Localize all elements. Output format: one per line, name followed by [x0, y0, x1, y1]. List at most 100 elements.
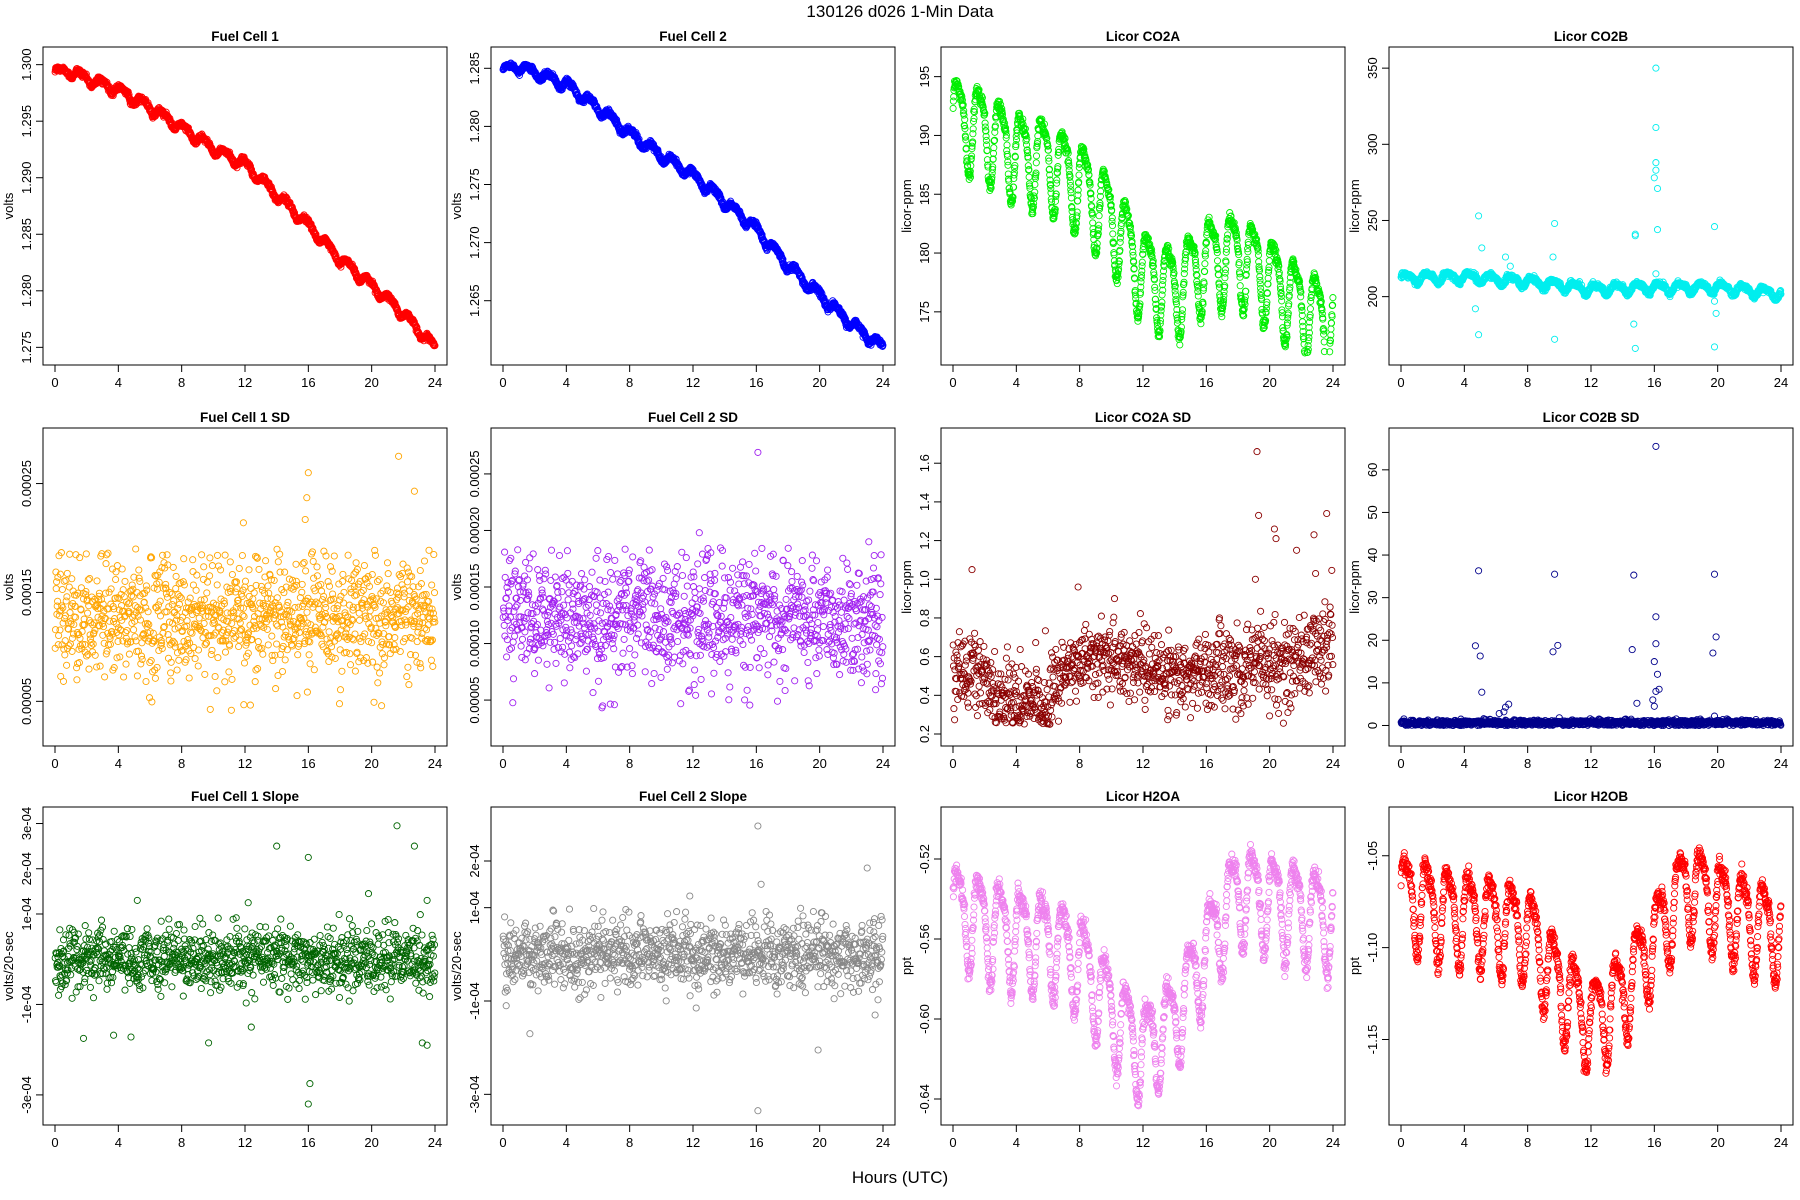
x-tick-label: 20	[812, 375, 826, 390]
data-point	[1108, 222, 1117, 230]
x-tick-label: 24	[428, 375, 442, 390]
data-point	[969, 125, 977, 133]
x-tick-label: 12	[1584, 375, 1598, 390]
x-tick-label: 20	[1710, 375, 1724, 390]
y-tick-label: 1.280	[19, 275, 34, 308]
x-tick-label: 8	[1076, 375, 1083, 390]
data-point	[1075, 171, 1083, 179]
x-tick-label: 8	[1524, 375, 1531, 390]
x-tick-label: 4	[1461, 375, 1468, 390]
y-tick-label: 200	[1365, 286, 1380, 308]
x-tick-label: 16	[749, 375, 763, 390]
data-point	[1089, 219, 1097, 227]
data-point	[1025, 173, 1033, 181]
x-tick-label: 12	[1136, 375, 1150, 390]
data-point	[1327, 325, 1335, 333]
y-tick-label: 1.275	[19, 331, 34, 364]
panel-title: Licor CO2B	[1554, 29, 1629, 44]
y-axis-label: licor-ppm	[1347, 179, 1362, 232]
data-point	[1320, 338, 1328, 346]
y-tick-label: 1.285	[19, 218, 34, 251]
y-tick-label: 190	[917, 125, 932, 147]
data-point	[1095, 212, 1103, 220]
y-tick-label: 1.300	[19, 48, 34, 81]
data-point	[1032, 159, 1040, 167]
panel-1: Fuel Cell 1 0 4 8 12 16 20 24 1.275 1.280 1.285 1.2…	[1, 29, 448, 390]
data-point	[1265, 257, 1273, 265]
series-points	[51, 63, 439, 350]
y-tick-label: 1.275	[467, 168, 482, 201]
y-tick-label: 1.290	[19, 161, 34, 194]
data-point	[1242, 287, 1250, 295]
plot-frame	[1388, 46, 1794, 366]
x-tick-label: 0	[949, 375, 956, 390]
y-axis-label: volts	[449, 192, 464, 219]
x-tick-label: 20	[1262, 375, 1276, 390]
x-tick-label: 0	[1397, 375, 1404, 390]
y-tick-label: 175	[917, 301, 932, 323]
panel-3: Licor CO2A 0 4 8 12 16 20 24 175 180 185 190 195 lico…	[899, 29, 1346, 390]
panel-title: Fuel Cell 1	[211, 29, 279, 44]
x-tick-label: 4	[1013, 375, 1020, 390]
data-point	[1278, 297, 1286, 305]
y-axis-label: volts	[1, 192, 16, 219]
y-tick-label: 195	[917, 66, 932, 88]
data-point	[1236, 282, 1244, 290]
data-point	[1032, 152, 1041, 160]
data-point	[1031, 188, 1039, 196]
x-tick-label: 16	[1647, 375, 1661, 390]
panel-2: Fuel Cell 20 4 8 12 16 20 241.2651.2701.2751.2…	[449, 29, 896, 390]
data-point	[1224, 231, 1232, 239]
x-tick-label: 8	[178, 375, 185, 390]
data-point	[950, 93, 958, 101]
x-tick-label: 8	[626, 375, 633, 390]
plot-frame	[42, 46, 448, 366]
data-point	[1264, 280, 1272, 288]
y-tick-label: 1.280	[467, 110, 482, 143]
x-tick-label: 24	[1326, 375, 1340, 390]
data-point	[1254, 251, 1263, 259]
y-tick-label: 1.295	[19, 105, 34, 138]
data-point	[1109, 230, 1117, 238]
y-axis-label: licor-ppm	[899, 179, 914, 232]
x-tick-label: 0	[499, 375, 506, 390]
data-point	[1213, 257, 1222, 265]
panel-4: Licor CO2B 0 4 8 12 16 20 24 200 250 300 350 licor-p…	[1347, 29, 1794, 390]
data-point	[1329, 294, 1337, 302]
data-point	[1138, 258, 1146, 266]
y-tick-label: 180	[917, 242, 932, 264]
x-tick-label: 24	[876, 375, 890, 390]
y-tick-label: 185	[917, 183, 932, 205]
data-point	[1010, 183, 1018, 191]
panel-title: Licor CO2A	[1106, 29, 1181, 44]
data-point	[1194, 292, 1202, 300]
y-tick-label: 350	[1365, 57, 1380, 79]
y-tick-label: 300	[1365, 133, 1380, 155]
page-title: 130126 d026 1-Min Data	[806, 2, 994, 21]
series-points	[1397, 64, 1785, 352]
data-point	[1074, 197, 1082, 205]
data-point	[1201, 268, 1209, 276]
y-tick-label: 250	[1365, 210, 1380, 232]
y-tick-label: 1.270	[467, 226, 482, 259]
series-points	[949, 76, 1337, 357]
x-tick-label: 16	[1199, 375, 1213, 390]
x-tick-label: 24	[1774, 375, 1788, 390]
x-tick-label: 4	[115, 375, 122, 390]
x-tick-label: 4	[563, 375, 570, 390]
data-point	[949, 104, 957, 112]
data-point	[1004, 161, 1012, 169]
x-tick-label: 20	[364, 375, 378, 390]
y-tick-label: 1.265	[467, 284, 482, 317]
x-tick-label: 16	[301, 375, 315, 390]
x-tick-label: 12	[238, 375, 252, 390]
x-tick-label: 0	[51, 375, 58, 390]
panel-title: Fuel Cell 2	[659, 29, 727, 44]
y-tick-label: 1.285	[467, 52, 482, 85]
data-point	[961, 116, 969, 124]
data-point	[1306, 305, 1314, 313]
series-points	[499, 59, 887, 350]
data-point	[1201, 260, 1209, 268]
plot-frame	[490, 46, 896, 366]
